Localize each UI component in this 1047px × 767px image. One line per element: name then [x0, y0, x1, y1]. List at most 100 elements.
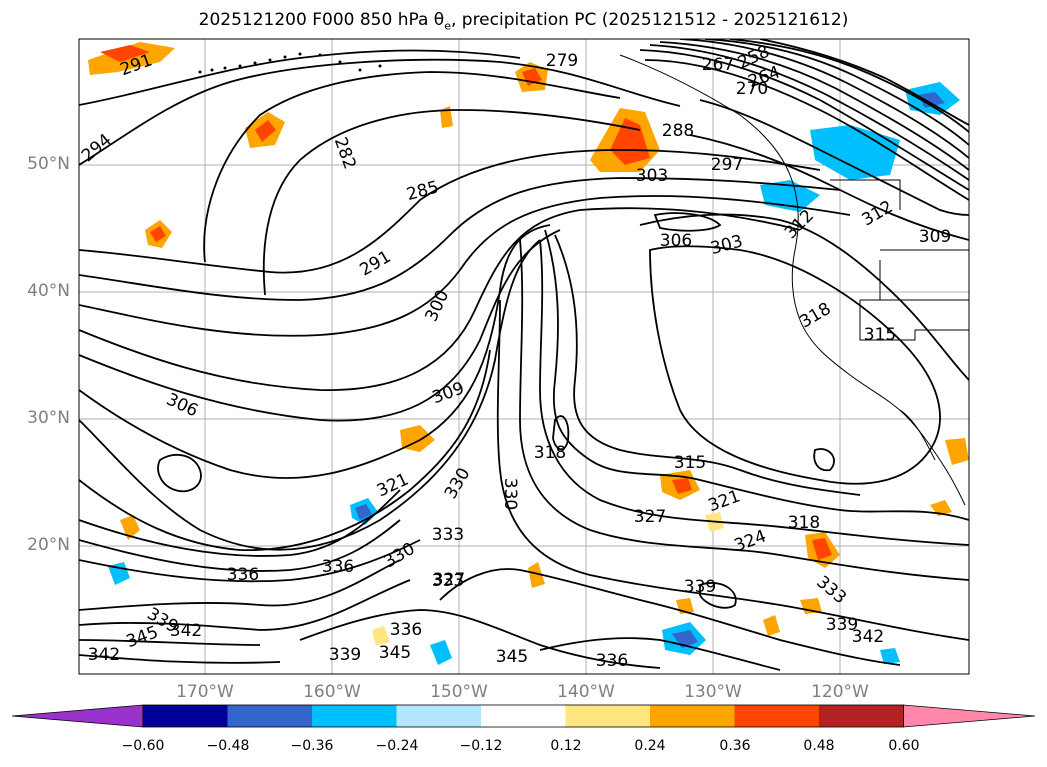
precip-blob [120, 515, 140, 540]
island [378, 64, 382, 68]
contour-line [262, 109, 641, 296]
island [283, 55, 287, 59]
contour-line [539, 239, 969, 546]
contour-line [699, 582, 737, 609]
precip-blob [812, 538, 832, 560]
colorbar-segment [396, 705, 482, 727]
lon-label-120w: 120°W [811, 682, 869, 702]
contour-line [79, 489, 401, 557]
island [298, 52, 302, 56]
colorbar-extend-low [11, 704, 144, 728]
contour-line [704, 39, 969, 146]
colorbar-extend-high [903, 704, 1036, 728]
colorbar-tick: −0.12 [459, 738, 503, 754]
contour-line [759, 39, 969, 126]
contour-line [653, 212, 722, 232]
colorbar-tick: 0.48 [803, 738, 835, 754]
precip-blob [150, 226, 166, 242]
precip-blob [430, 640, 452, 665]
contour-label: 333 [432, 525, 464, 545]
contour-line [157, 453, 202, 493]
precip-blob [88, 42, 175, 75]
contour-label: 339 [826, 615, 858, 635]
contour-line [79, 58, 681, 166]
state-borders [879, 249, 969, 300]
colorbar-tick: 0.36 [719, 738, 751, 754]
contour-label: 327 [433, 570, 465, 590]
colorbar-segment [227, 705, 313, 727]
contour-label: 339 [684, 577, 716, 597]
colorbar-tick: −0.48 [206, 738, 250, 754]
coastline-north-america [619, 54, 966, 506]
colorbar-tick: 0.12 [550, 738, 582, 754]
title-rest: , precipitation PC (2025121512 - 2025121… [450, 10, 849, 30]
contour-label: 345 [496, 647, 528, 667]
contour-label: 288 [662, 121, 694, 141]
contour-line [813, 448, 835, 472]
precip-blob [440, 106, 453, 128]
coastlines [619, 54, 969, 506]
contour-line [299, 609, 661, 669]
lon-label-140w: 140°W [557, 682, 615, 702]
precip-blob [945, 438, 969, 465]
colorbar [11, 704, 1036, 728]
plot-frame [78, 38, 970, 675]
contour-line [639, 49, 969, 191]
canada-border [830, 179, 901, 210]
island [223, 66, 227, 70]
contour-line [544, 229, 969, 521]
contour-line [679, 39, 969, 159]
colorbar-segment [312, 705, 397, 727]
contour-label: 327 [634, 507, 666, 527]
precip-blob [763, 615, 780, 636]
colorbar-tick: −0.24 [375, 738, 419, 754]
precip-blob [880, 648, 900, 664]
contour-label: 339 [329, 645, 361, 665]
contour-line [79, 195, 851, 337]
contour-line [79, 177, 841, 301]
island [358, 68, 362, 72]
lon-label-150w: 150°W [430, 682, 488, 702]
aleutian-islands [198, 52, 382, 74]
contour-line [79, 229, 561, 422]
contour-label: 303 [636, 166, 668, 186]
contour-label: 306 [660, 231, 692, 251]
precip-blob [355, 504, 372, 520]
contour-line [79, 579, 411, 631]
lat-label-50: 50°N [27, 154, 70, 174]
island [268, 58, 272, 62]
precip-blob [918, 92, 945, 108]
precip-blob [810, 125, 900, 180]
contour-label: 330 [500, 478, 520, 510]
contour-line [554, 234, 861, 496]
island [198, 70, 202, 74]
colorbar-segment [565, 705, 651, 727]
precip-blob [672, 478, 692, 494]
map-title: 2025121200 F000 850 hPa θe, precipitatio… [0, 10, 1047, 32]
contour-label: 279 [546, 51, 578, 71]
theta-e-contours [79, 39, 969, 671]
contour-line [79, 207, 801, 391]
title-subscript: e [444, 19, 451, 33]
contour-label: 342 [852, 627, 884, 647]
gridlines [79, 39, 969, 674]
colorbar-segment [143, 705, 228, 727]
contour-line [519, 239, 969, 581]
contour-label: 318 [788, 513, 820, 533]
contour-line [79, 239, 541, 551]
contour-line [79, 519, 401, 572]
contour-label: 309 [919, 227, 951, 247]
colorbar-segment [819, 705, 904, 727]
contour-label: 336 [227, 565, 259, 585]
contour-label: 270 [736, 79, 768, 99]
lat-label-40: 40°N [27, 281, 70, 301]
contour-line [79, 49, 521, 106]
contour-line [699, 99, 969, 216]
colorbar-segment [650, 705, 735, 727]
contour-line [539, 637, 781, 671]
contour-line [639, 213, 969, 381]
precip-blob [100, 45, 150, 62]
lon-label-130w: 130°W [684, 682, 742, 702]
coastline-baja [899, 409, 936, 461]
